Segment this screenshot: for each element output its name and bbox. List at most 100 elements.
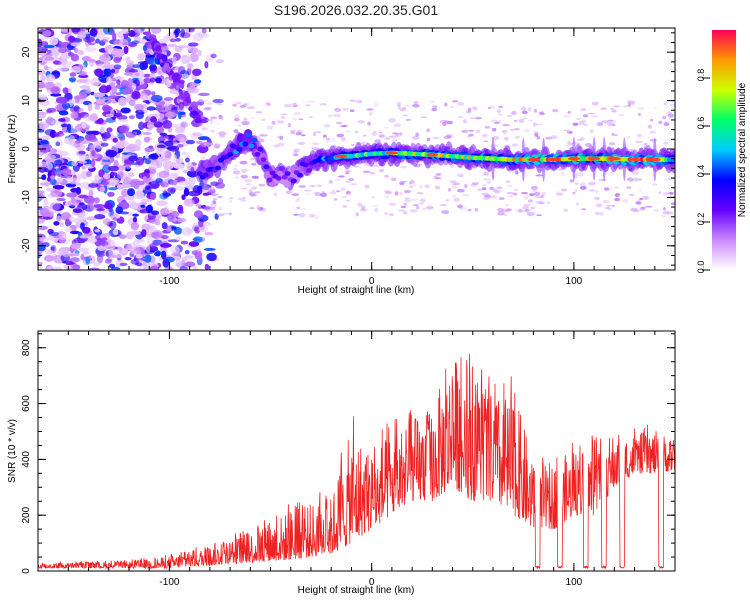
speckle-blob [392, 138, 398, 142]
noise-blob [104, 244, 116, 250]
noise-blob [131, 231, 141, 235]
speckle-blob [322, 134, 327, 138]
ridge-peak [588, 156, 601, 161]
speckle-blob [392, 132, 399, 135]
noise-blob [82, 251, 90, 255]
noise-blob [87, 102, 93, 112]
noise-blob [85, 257, 90, 265]
noise-blob [93, 204, 106, 209]
speckle-blob [208, 187, 214, 190]
noise-blob [197, 31, 202, 37]
snr-panel: -100 0 100 0 200 400 600 800 Height of straight… [7, 330, 676, 596]
noise-blob [162, 120, 173, 129]
noise-blob [124, 257, 132, 261]
speckle-blob [304, 189, 312, 192]
speckle-blob [536, 135, 541, 140]
speckle-blob [589, 129, 594, 134]
ridge-core [227, 152, 234, 157]
speckle-blob [534, 109, 537, 113]
speckle-blob [638, 178, 642, 181]
speckle-blob [399, 107, 407, 112]
speckle-blob [457, 204, 463, 209]
speckle-blob [439, 204, 448, 206]
speckle-blob [342, 108, 349, 111]
speckle-blob [424, 184, 431, 189]
speckle-blob [305, 104, 311, 107]
noise-blob [185, 157, 190, 163]
noise-blob [42, 55, 55, 64]
speckle-blob [212, 200, 216, 205]
noise-blob [186, 228, 194, 234]
noise-blob [99, 39, 109, 44]
noise-blob [103, 218, 111, 226]
speckle-blob [333, 113, 341, 118]
snr-y-tick-label: 800 [21, 339, 32, 356]
noise-blob [204, 60, 209, 69]
noise-blob [77, 49, 85, 56]
speckle-blob [658, 120, 663, 125]
speckle-blob [273, 144, 280, 148]
speckle-blob [415, 132, 419, 137]
ridge-peak [547, 157, 560, 162]
noise-blob [145, 49, 151, 53]
speckle-blob [489, 186, 495, 191]
speckle-blob [567, 110, 571, 115]
speckle-blob [409, 185, 414, 188]
speckle-blob [292, 150, 298, 154]
speckle-blob [540, 195, 544, 198]
speckle-blob [450, 105, 454, 109]
speckle-blob [530, 185, 539, 190]
speckle-blob [293, 104, 298, 108]
speckle-blob [217, 103, 223, 106]
speckle-blob [210, 130, 216, 133]
noise-blob [135, 254, 143, 259]
noise-blob [144, 254, 152, 263]
noise-blob [40, 75, 46, 82]
speckle-blob [280, 116, 286, 119]
snr-x-axis-label: Height of straight line (km) [298, 585, 415, 596]
ridge-core [263, 164, 270, 170]
noise-blob [123, 149, 130, 153]
noise-blob [173, 163, 185, 169]
speckle-blob [400, 205, 407, 209]
speckle-blob [333, 197, 338, 201]
speckle-blob [319, 103, 328, 106]
speckle-blob [443, 135, 452, 139]
noise-blob [115, 206, 124, 214]
noise-blob [119, 125, 130, 134]
noise-blob [86, 170, 92, 178]
noise-blob [163, 97, 174, 101]
noise-blob [118, 119, 128, 123]
ridge-peak [335, 154, 348, 159]
colorbar-tick-label: 0.6 [696, 117, 706, 130]
snr-y-axis-label: SNR (10 * v/v) [7, 419, 18, 483]
speckle-blob [472, 106, 478, 111]
noise-blob [136, 267, 145, 270]
speckle-blob [248, 191, 255, 196]
speckle-blob [345, 172, 349, 175]
speckle-blob [607, 122, 615, 127]
noise-blob [49, 36, 59, 46]
speckle-blob [572, 192, 576, 195]
speckle-blob [235, 176, 239, 179]
speckle-blob [301, 134, 306, 137]
noise-blob [101, 156, 111, 160]
noise-blob [175, 37, 181, 42]
speckle-blob [402, 180, 408, 183]
speckle-blob [606, 205, 612, 207]
noise-blob [160, 78, 169, 84]
ridge-core [281, 174, 288, 180]
noise-blob [66, 175, 72, 184]
noise-blob [119, 234, 127, 240]
speckle-blob [210, 116, 218, 120]
noise-blob [181, 151, 188, 156]
speckle-blob [457, 115, 464, 118]
speckle-blob [661, 215, 666, 218]
noise-blob [162, 160, 175, 170]
speckle-blob [245, 183, 252, 186]
speckle-blob [560, 171, 565, 176]
noise-blob [150, 67, 158, 74]
colorbar-tick-label: 0.8 [696, 69, 706, 82]
speckle-blob [293, 112, 301, 116]
speckle-blob [298, 185, 307, 188]
